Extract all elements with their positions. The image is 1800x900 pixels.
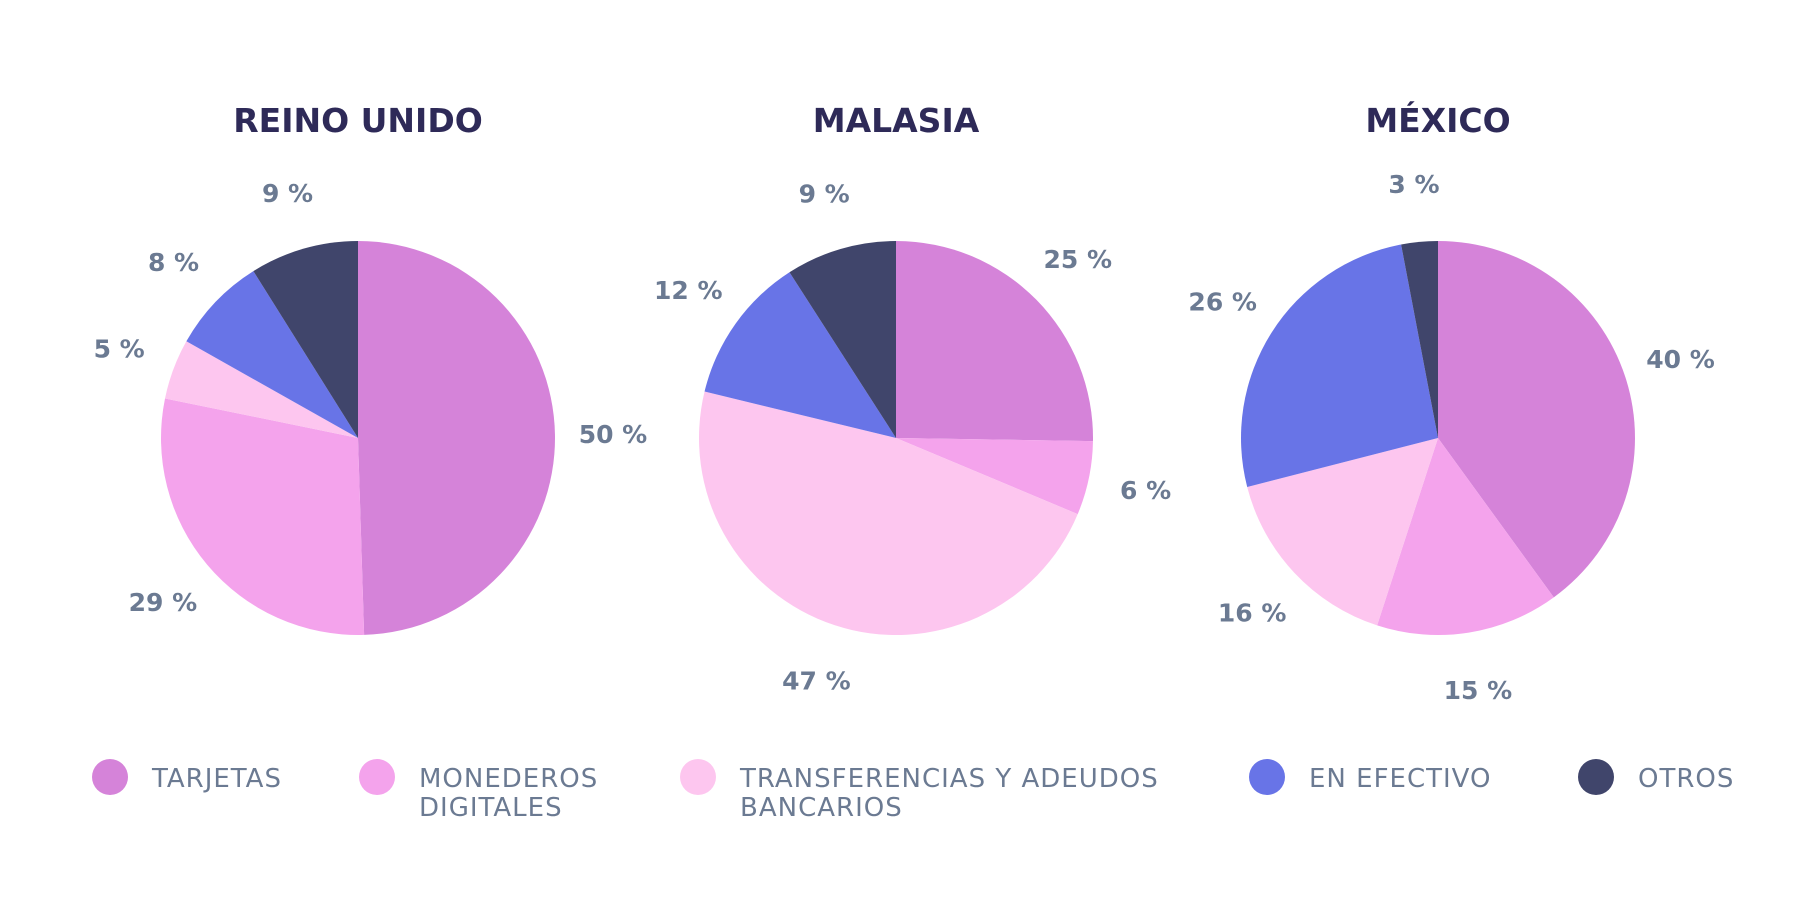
pct-label-mexico-transferencias-y-adeudos-bancarios: 16 %: [1218, 599, 1287, 628]
slice-mexico-tarjetas: [1438, 241, 1635, 598]
legend-label-monederos-digitales-line2: DIGITALES: [419, 793, 563, 823]
slice-reino-unido-otros: [253, 241, 358, 438]
pct-label-reino-unido-transferencias-y-adeudos-bancarios: 5 %: [94, 335, 145, 364]
slice-reino-unido-monederos-digitales: [160, 398, 365, 636]
pct-label-reino-unido-otros: 9 %: [262, 179, 313, 208]
pct-label-mexico-monederos-digitales: 15 %: [1444, 676, 1513, 705]
slice-reino-unido-en-efectivo: [186, 271, 358, 438]
pct-label-malasia-otros: 9 %: [799, 179, 850, 208]
slice-malasia-tarjetas: [896, 241, 1094, 442]
legend-label-tarjetas: TARJETAS: [151, 764, 282, 794]
legend-swatch-otros: [1578, 759, 1614, 795]
pct-label-reino-unido-en-efectivo: 8 %: [148, 248, 199, 277]
slice-malasia-transferencias-y-adeudos-bancarios: [699, 391, 1078, 635]
legend-swatch-monederos-digitales: [359, 759, 395, 795]
pie-title-malasia: MALASIA: [813, 101, 980, 140]
slice-reino-unido-transferencias-y-adeudos-bancarios: [165, 341, 358, 438]
pct-label-malasia-monederos-digitales: 6 %: [1120, 476, 1171, 505]
pct-label-mexico-tarjetas: 40 %: [1646, 345, 1715, 374]
slice-reino-unido-tarjetas: [358, 241, 556, 635]
legend-label-transferencias-y-adeudos-bancarios-line2: BANCARIOS: [740, 793, 903, 823]
legend-item-en-efectivo: EN EFECTIVO: [1249, 759, 1491, 795]
slice-mexico-transferencias-y-adeudos-bancarios: [1247, 438, 1438, 626]
legend-swatch-tarjetas: [92, 759, 128, 795]
legend-item-otros: OTROS: [1578, 759, 1734, 795]
pie-title-reino-unido: REINO UNIDO: [233, 101, 483, 140]
pct-label-reino-unido-tarjetas: 50 %: [579, 420, 648, 449]
pie-reino-unido: REINO UNIDO 50 % 29 % 5 % 8 % 9 %: [94, 101, 648, 636]
pct-label-malasia-transferencias-y-adeudos-bancarios: 47 %: [782, 666, 851, 695]
legend-label-transferencias-y-adeudos-bancarios: TRANSFERENCIAS Y ADEUDOS: [739, 764, 1159, 794]
pct-label-malasia-tarjetas: 25 %: [1043, 245, 1112, 274]
pct-label-reino-unido-monederos-digitales: 29 %: [129, 588, 198, 617]
legend-swatch-transferencias-y-adeudos-bancarios: [680, 759, 716, 795]
pie-title-mexico: MÉXICO: [1365, 100, 1510, 140]
legend-label-en-efectivo: EN EFECTIVO: [1309, 764, 1491, 794]
pct-label-mexico-otros: 3 %: [1388, 170, 1439, 199]
legend-swatch-en-efectivo: [1249, 759, 1285, 795]
slice-malasia-otros: [789, 241, 896, 438]
slice-malasia-monederos-digitales: [896, 438, 1093, 515]
slice-mexico-otros: [1401, 241, 1438, 438]
pct-label-malasia-en-efectivo: 12 %: [654, 276, 723, 305]
slice-mexico-monederos-digitales: [1377, 438, 1554, 635]
legend-item-tarjetas: TARJETAS: [92, 759, 282, 795]
pct-label-mexico-en-efectivo: 26 %: [1188, 287, 1257, 316]
pies-group: REINO UNIDO 50 % 29 % 5 % 8 % 9 % MALASIA 25 % 6…: [94, 100, 1715, 705]
slice-malasia-en-efectivo: [704, 272, 896, 438]
legend-label-monederos-digitales: MONEDEROS: [419, 764, 598, 794]
legend-label-otros: OTROS: [1638, 764, 1734, 794]
pie-mexico: MÉXICO 40 % 15 % 16 % 26 % 3 %: [1188, 100, 1714, 705]
slice-mexico-en-efectivo: [1241, 244, 1438, 487]
pie-malasia: MALASIA 25 % 6 % 47 % 12 % 9 %: [654, 101, 1171, 695]
